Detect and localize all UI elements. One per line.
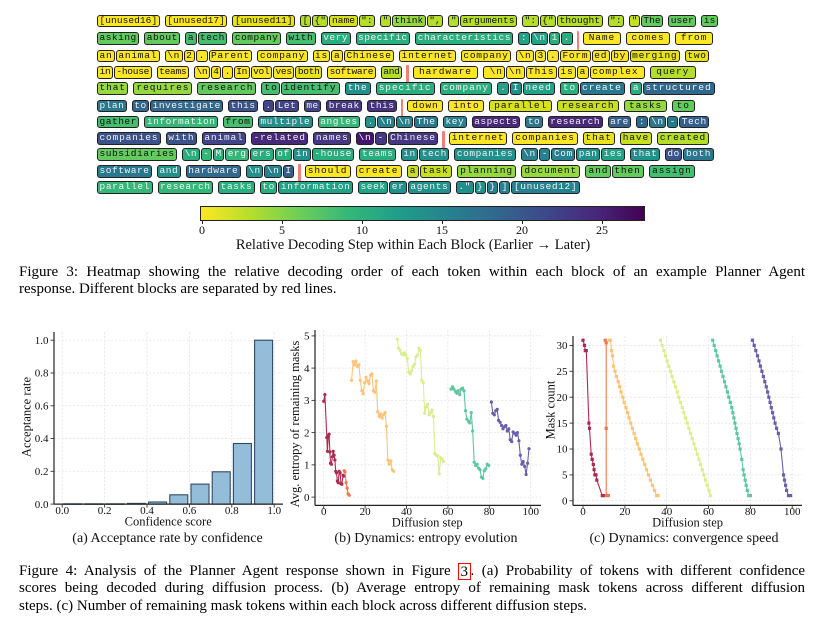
svg-text:40: 40 [661, 506, 673, 518]
svg-text:20: 20 [619, 506, 631, 518]
svg-text:0: 0 [321, 506, 327, 518]
svg-text:1: 1 [304, 460, 310, 472]
svg-text:5: 5 [562, 470, 568, 482]
svg-text:15: 15 [557, 418, 569, 430]
svg-text:Confidence score: Confidence score [125, 515, 213, 529]
svg-text:20: 20 [360, 506, 372, 518]
svg-text:4: 4 [304, 363, 310, 375]
svg-text:60: 60 [703, 506, 715, 518]
svg-text:20: 20 [557, 392, 569, 404]
svg-text:0.4: 0.4 [140, 505, 154, 517]
svg-text:0.0: 0.0 [35, 499, 49, 511]
svg-text:40: 40 [401, 506, 413, 518]
svg-text:0.8: 0.8 [35, 368, 49, 380]
svg-text:0: 0 [580, 506, 586, 518]
svg-text:Diffusion step: Diffusion step [652, 515, 723, 529]
svg-text:0.8: 0.8 [225, 505, 239, 517]
svg-text:10: 10 [557, 444, 569, 456]
svg-text:0: 0 [304, 492, 310, 504]
svg-text:80: 80 [484, 506, 496, 518]
svg-text:0.2: 0.2 [35, 466, 49, 478]
svg-text:Diffusion step: Diffusion step [392, 515, 463, 529]
svg-text:25: 25 [557, 366, 569, 378]
svg-text:0.0: 0.0 [55, 505, 69, 517]
svg-text:0.6: 0.6 [35, 401, 49, 413]
svg-text:80: 80 [745, 506, 757, 518]
svg-text:100: 100 [784, 506, 801, 518]
svg-text:60: 60 [442, 506, 454, 518]
svg-text:Mask count: Mask count [544, 380, 558, 439]
svg-text:5: 5 [304, 331, 310, 343]
svg-text:0: 0 [562, 496, 568, 508]
svg-text:1.0: 1.0 [35, 335, 49, 347]
svg-text:Avg. entropy of remaining mask: Avg. entropy of remaining masks [288, 340, 302, 507]
svg-text:Acceptance rate: Acceptance rate [20, 376, 34, 457]
svg-text:2: 2 [304, 427, 310, 439]
svg-text:0.2: 0.2 [98, 505, 112, 517]
svg-text:0.4: 0.4 [35, 433, 49, 445]
svg-text:3: 3 [304, 395, 310, 407]
svg-text:0.6: 0.6 [183, 505, 197, 517]
svg-text:30: 30 [557, 340, 569, 352]
svg-text:100: 100 [522, 506, 539, 518]
svg-text:1.0: 1.0 [267, 505, 281, 517]
